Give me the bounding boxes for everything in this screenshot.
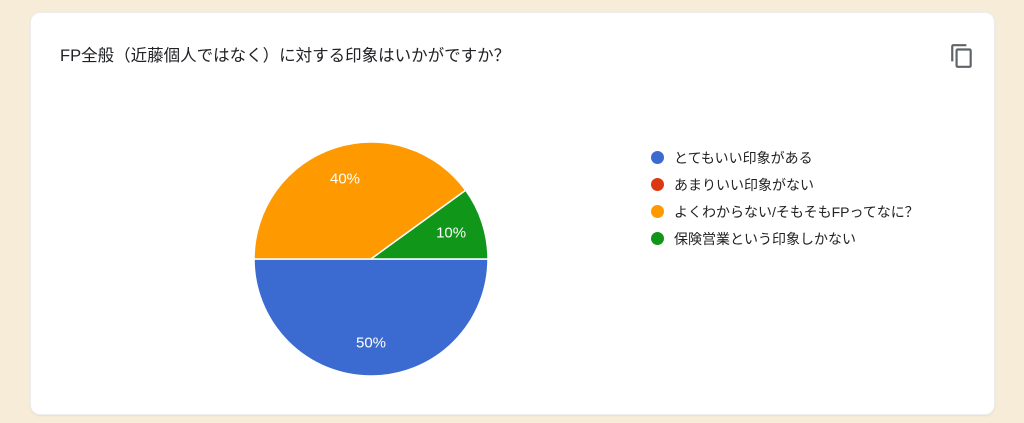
legend-dot-icon [651,232,664,245]
pie-slice-0[interactable] [253,258,489,377]
pie-slice-value-label: 10% [436,225,466,242]
pie-chart: 50% 40% 10% [253,141,489,377]
question-summary-card: FP全般（近藤個人ではなく）に対する印象はいかがですか？ 50% 40% 10% と… [30,12,995,415]
legend-label: とてもいい印象がある [674,149,813,166]
pie-slice-3[interactable] [370,189,489,260]
legend-label: よくわからない/そもそもFPってなに？ [674,203,919,220]
legend-item: 保険営業という印象しかない [651,225,919,252]
legend-label: 保険営業という印象しかない [674,230,856,247]
legend-item: よくわからない/そもそもFPってなに？ [651,198,919,225]
chart-legend: とてもいい印象がある あまりいい印象がない よくわからない/そもそもFPってなに… [651,144,919,252]
question-title: FP全般（近藤個人ではなく）に対する印象はいかがですか？ [60,47,511,65]
pie-chart-svg: 50% 40% 10% [253,141,489,377]
legend-label: あまりいい印象がない [674,176,814,193]
legend-dot-icon [651,178,664,191]
legend-item: あまりいい印象がない [651,171,919,198]
legend-dot-icon [651,205,664,218]
legend-dot-icon [651,151,664,164]
content-copy-icon [949,43,975,72]
legend-item: とてもいい印象がある [651,144,919,171]
pie-slice-value-label: 50% [356,335,386,352]
copy-button[interactable] [944,39,980,75]
pie-slice-2[interactable] [253,141,467,260]
pie-slice-value-label: 40% [330,170,360,187]
